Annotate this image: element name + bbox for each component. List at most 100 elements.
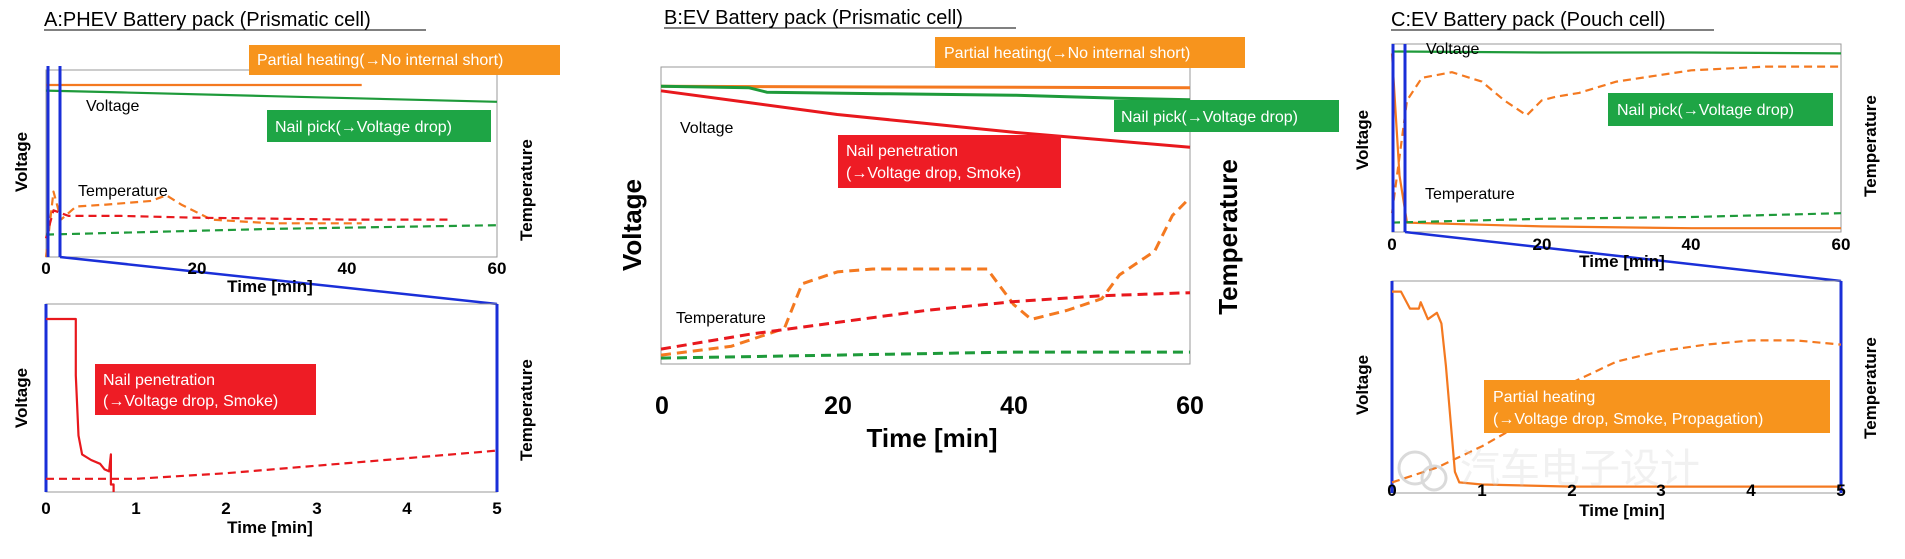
- panel-a-bottom-xtick: 4: [402, 499, 412, 518]
- panel-a-voltage-label: Voltage: [86, 98, 139, 115]
- series-line-nail-pick-temperature: [660, 350, 1190, 360]
- panel-b-partial-heating-box: [935, 37, 1245, 68]
- watermark-logo-icon: [1420, 464, 1448, 492]
- panel-a-partial-heating-text: Partial heating(→No internal short): [257, 52, 503, 69]
- panel-a-top-xtick: 40: [338, 259, 357, 278]
- panel-b-temperature-label: Temperature: [676, 310, 766, 327]
- panel-a-top-xlabel: Time [min]: [227, 277, 313, 296]
- panel-c-top-plot-frame: [1391, 43, 1842, 233]
- panel-a-top-xticks: 0 20 40 60: [41, 259, 506, 278]
- panel-b-nail-penetration-box: [838, 135, 1061, 188]
- panel-a-bottom-xtick: 2: [221, 499, 230, 518]
- panel-b-nail-pick-text: Nail pick(→Voltage drop): [1121, 109, 1298, 126]
- panel-a-nail-penetration-box: [95, 364, 316, 415]
- panel-c-bottom-xtick: 5: [1836, 481, 1845, 500]
- panel-b-xlabel: Time [min]: [867, 423, 998, 453]
- panel-c-top-ylabel: Voltage: [1353, 110, 1372, 170]
- panel-b-xticks: 0 20 40 60: [655, 392, 1204, 420]
- panel-b-title: B:EV Battery pack (Prismatic cell): [664, 7, 963, 29]
- panel-c-zoom-connector: [1404, 230, 1842, 283]
- panel-c-bottom-xtick: 0: [1387, 481, 1396, 500]
- panel-c-top-xtick: 60: [1832, 235, 1851, 254]
- panel-b-xtick: 20: [824, 392, 852, 420]
- series-line-nail-pick-voltage: [45, 89, 498, 103]
- panel-b-partial-heating-text: Partial heating(→No internal short): [944, 45, 1190, 62]
- panel-b-xtick: 40: [1000, 392, 1028, 420]
- panel-b-xtick: 60: [1176, 392, 1204, 420]
- panel-c-bottom-ylabel: Voltage: [1353, 355, 1372, 415]
- panel-c-bottom-y2label: Temperature: [1861, 337, 1880, 439]
- panel-c-top-xtick: 20: [1533, 235, 1552, 254]
- panel-b-nail-penetration-text: Nail penetration: [846, 143, 958, 160]
- series-line-nail-pick-voltage: [1391, 50, 1842, 55]
- watermark-text: 汽车电子设计: [1460, 446, 1700, 492]
- series-line-nail-pick-temperature: [1391, 212, 1842, 224]
- panel-a-bottom-xlabel: Time [min]: [227, 518, 313, 537]
- panel-c-partial-heating-detail: (→Voltage drop, Smoke, Propagation): [1493, 411, 1763, 428]
- watermark-logo-icon: [1397, 450, 1433, 486]
- series-line-nail-pick-voltage: [660, 84, 1191, 102]
- series-line-partial-heating-temperature: [1391, 339, 1842, 484]
- panel-b-series: [660, 84, 1192, 360]
- panel-a-bottom-xticks: 0 1 2 3 4 5: [41, 499, 501, 518]
- panel-a-bottom-xtick: 1: [131, 499, 140, 518]
- panel-a-top-xtick: 20: [188, 259, 207, 278]
- panel-a-bottom-ylabel: Voltage: [12, 368, 31, 428]
- panel-c-partial-heating-text: Partial heating: [1493, 389, 1595, 406]
- panel-c-bottom-xtick: 2: [1567, 481, 1576, 500]
- panel-a-zoom-connector: [59, 255, 498, 306]
- panel-c: C:EV Battery pack (Pouch cell) Voltage T…: [1353, 9, 1880, 520]
- panel-c-partial-heating-box: [1484, 380, 1830, 433]
- panel-c-temperature-label: Temperature: [1425, 186, 1515, 203]
- series-line-nail-penetration-voltage: [660, 89, 1191, 149]
- series-line-partial-heating-temperature: [44, 190, 362, 258]
- panel-a-bottom-series: [46, 317, 498, 492]
- series-line-partial-heating-temperature: [1390, 65, 1841, 214]
- panel-c-bottom-xtick: 3: [1656, 481, 1665, 500]
- panel-b-nail-pick-box: [1114, 100, 1339, 132]
- panel-c-title: C:EV Battery pack (Pouch cell): [1391, 9, 1666, 31]
- panel-c-nail-pick-box: [1608, 93, 1833, 126]
- panel-a-top-xtick: 0: [41, 259, 50, 278]
- panel-a-bottom-y2label: Temperature: [517, 359, 536, 461]
- panel-c-top-xtick: 0: [1387, 235, 1396, 254]
- panel-c-top-xtick: 40: [1682, 235, 1701, 254]
- panel-a-title: A:PHEV Battery pack (Prismatic cell): [44, 9, 371, 31]
- panel-a-nail-pick-box: [267, 110, 491, 142]
- panel-c-bottom-xtick: 4: [1746, 481, 1756, 500]
- panel-c-bottom-xtick: 1: [1477, 481, 1486, 500]
- series-line-partial-heating-voltage: [1392, 290, 1841, 488]
- panel-c-bottom-xticks: 0 1 2 3 4 5: [1387, 481, 1845, 500]
- panel-a-top-xtick: 60: [488, 259, 507, 278]
- series-line-partial-heating-temperature: [660, 196, 1192, 357]
- panel-b-voltage-label: Voltage: [680, 120, 733, 137]
- panel-b-y2label: Temperature: [1213, 159, 1243, 315]
- panel-c-voltage-label: Voltage: [1426, 41, 1479, 58]
- panel-a-bottom-xtick: 3: [312, 499, 321, 518]
- panel-c-top-xticks: 0 20 40 60: [1387, 235, 1850, 254]
- panel-c-top-series: [1390, 50, 1842, 230]
- panel-c-bottom-xlabel: Time [min]: [1579, 501, 1665, 520]
- panel-a-nail-penetration-text: Nail penetration: [103, 372, 215, 389]
- series-line-nail-penetration-voltage: [46, 317, 115, 492]
- panel-a-bottom-xtick: 0: [41, 499, 50, 518]
- panel-a-nail-pick-text: Nail pick(→Voltage drop): [275, 119, 452, 136]
- watermark: 汽车电子设计: [1397, 446, 1700, 492]
- panel-b: B:EV Battery pack (Prismatic cell) Volta…: [617, 7, 1339, 453]
- series-line-nail-penetration-temperature: [660, 291, 1191, 351]
- series-line-nail-penetration-temperature: [46, 449, 498, 480]
- panel-b-nail-penetration-detail: (→Voltage drop, Smoke): [846, 165, 1021, 182]
- panel-c-top-xlabel: Time [min]: [1579, 252, 1665, 271]
- panel-a-bottom-xtick: 5: [492, 499, 501, 518]
- panel-b-plot-frame: [660, 66, 1191, 365]
- panel-c-top-y2label: Temperature: [1861, 95, 1880, 197]
- series-line-nail-pick-temperature: [45, 224, 498, 236]
- panel-a-top-y2label: Temperature: [517, 139, 536, 241]
- series-line-nail-penetration-temperature: [44, 209, 452, 239]
- panel-a: A:PHEV Battery pack (Prismatic cell) Vol…: [12, 9, 560, 537]
- panel-a-nail-penetration-detail: (→Voltage drop, Smoke): [103, 393, 278, 410]
- panel-c-nail-pick-text: Nail pick(→Voltage drop): [1617, 102, 1794, 119]
- panel-b-ylabel: Voltage: [617, 179, 647, 271]
- panel-a-temperature-label: Temperature: [78, 183, 168, 200]
